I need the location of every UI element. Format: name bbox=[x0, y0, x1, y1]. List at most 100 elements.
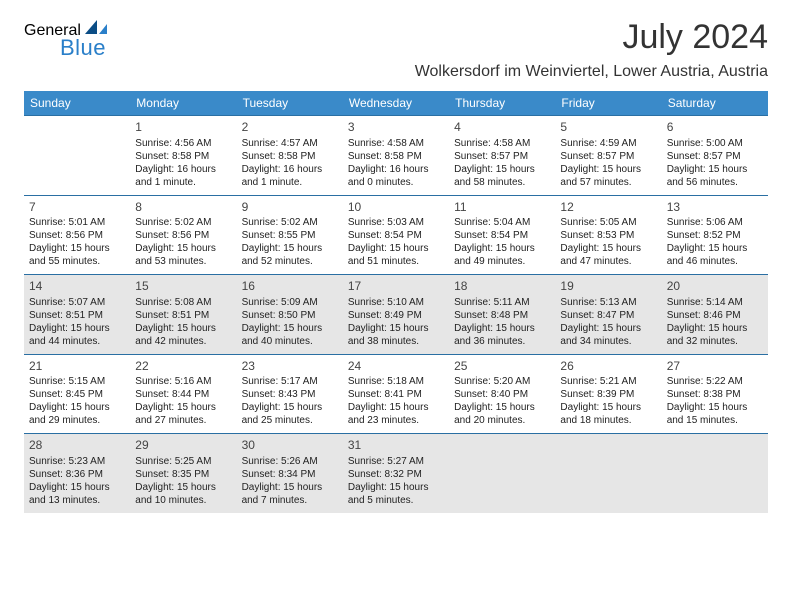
sunset-line: Sunset: 8:35 PM bbox=[135, 468, 231, 481]
day-number: 27 bbox=[667, 359, 763, 375]
day-header-cell: Friday bbox=[555, 91, 661, 115]
day-number: 6 bbox=[667, 120, 763, 136]
calendar-day-cell: 17Sunrise: 5:10 AMSunset: 8:49 PMDayligh… bbox=[343, 275, 449, 354]
calendar-day-cell: 26Sunrise: 5:21 AMSunset: 8:39 PMDayligh… bbox=[555, 355, 661, 434]
sunset-line: Sunset: 8:44 PM bbox=[135, 388, 231, 401]
daylight-line: Daylight: 15 hours and 13 minutes. bbox=[29, 481, 125, 507]
sunrise-line: Sunrise: 4:56 AM bbox=[135, 137, 231, 150]
calendar-day-cell: 10Sunrise: 5:03 AMSunset: 8:54 PMDayligh… bbox=[343, 196, 449, 275]
sunrise-line: Sunrise: 4:57 AM bbox=[242, 137, 338, 150]
calendar-week-row: 7Sunrise: 5:01 AMSunset: 8:56 PMDaylight… bbox=[24, 195, 768, 275]
daylight-line: Daylight: 15 hours and 58 minutes. bbox=[454, 163, 550, 189]
sunset-line: Sunset: 8:55 PM bbox=[242, 229, 338, 242]
day-header-cell: Monday bbox=[130, 91, 236, 115]
day-header-cell: Saturday bbox=[662, 91, 768, 115]
day-number: 17 bbox=[348, 279, 444, 295]
day-number: 8 bbox=[135, 200, 231, 216]
day-header-cell: Sunday bbox=[24, 91, 130, 115]
calendar-day-cell: 9Sunrise: 5:02 AMSunset: 8:55 PMDaylight… bbox=[237, 196, 343, 275]
calendar-day-cell: 1Sunrise: 4:56 AMSunset: 8:58 PMDaylight… bbox=[130, 116, 236, 195]
calendar-day-cell: 19Sunrise: 5:13 AMSunset: 8:47 PMDayligh… bbox=[555, 275, 661, 354]
sunrise-line: Sunrise: 5:21 AM bbox=[560, 375, 656, 388]
sunset-line: Sunset: 8:54 PM bbox=[348, 229, 444, 242]
day-number: 23 bbox=[242, 359, 338, 375]
sunrise-line: Sunrise: 4:58 AM bbox=[348, 137, 444, 150]
calendar-day-cell: 23Sunrise: 5:17 AMSunset: 8:43 PMDayligh… bbox=[237, 355, 343, 434]
sunrise-line: Sunrise: 5:11 AM bbox=[454, 296, 550, 309]
day-number: 1 bbox=[135, 120, 231, 136]
calendar-day-cell: 4Sunrise: 4:58 AMSunset: 8:57 PMDaylight… bbox=[449, 116, 555, 195]
sunset-line: Sunset: 8:39 PM bbox=[560, 388, 656, 401]
sunset-line: Sunset: 8:38 PM bbox=[667, 388, 763, 401]
daylight-line: Daylight: 15 hours and 27 minutes. bbox=[135, 401, 231, 427]
day-header-cell: Thursday bbox=[449, 91, 555, 115]
sunset-line: Sunset: 8:57 PM bbox=[667, 150, 763, 163]
sunrise-line: Sunrise: 5:10 AM bbox=[348, 296, 444, 309]
sunrise-line: Sunrise: 5:13 AM bbox=[560, 296, 656, 309]
day-header-cell: Tuesday bbox=[237, 91, 343, 115]
daylight-line: Daylight: 15 hours and 10 minutes. bbox=[135, 481, 231, 507]
calendar-day-cell: 25Sunrise: 5:20 AMSunset: 8:40 PMDayligh… bbox=[449, 355, 555, 434]
day-number: 13 bbox=[667, 200, 763, 216]
sunset-line: Sunset: 8:56 PM bbox=[135, 229, 231, 242]
sunrise-line: Sunrise: 5:22 AM bbox=[667, 375, 763, 388]
sunrise-line: Sunrise: 5:18 AM bbox=[348, 375, 444, 388]
calendar-day-cell: 8Sunrise: 5:02 AMSunset: 8:56 PMDaylight… bbox=[130, 196, 236, 275]
logo-text-blue: Blue bbox=[60, 35, 106, 60]
calendar-day-cell: 24Sunrise: 5:18 AMSunset: 8:41 PMDayligh… bbox=[343, 355, 449, 434]
calendar-day-cell bbox=[662, 434, 768, 513]
day-number: 25 bbox=[454, 359, 550, 375]
sunrise-line: Sunrise: 5:20 AM bbox=[454, 375, 550, 388]
sunrise-line: Sunrise: 5:09 AM bbox=[242, 296, 338, 309]
daylight-line: Daylight: 15 hours and 57 minutes. bbox=[560, 163, 656, 189]
calendar-day-cell: 3Sunrise: 4:58 AMSunset: 8:58 PMDaylight… bbox=[343, 116, 449, 195]
calendar-week-row: 1Sunrise: 4:56 AM Sunset: 8:58 PM Daylight… bbox=[24, 115, 768, 195]
sunrise-line: Sunrise: 5:14 AM bbox=[667, 296, 763, 309]
daylight-line: Daylight: 16 hours and 0 minutes. bbox=[348, 163, 444, 189]
calendar-day-cell: 31Sunrise: 5:27 AMSunset: 8:32 PMDayligh… bbox=[343, 434, 449, 513]
sunset-line: Sunset: 8:58 PM bbox=[242, 150, 338, 163]
sunset-line: Sunset: 8:36 PM bbox=[29, 468, 125, 481]
daylight-line: Daylight: 15 hours and 36 minutes. bbox=[454, 322, 550, 348]
daylight-line: Daylight: 15 hours and 40 minutes. bbox=[242, 322, 338, 348]
calendar-day-cell: 6Sunrise: 5:00 AMSunset: 8:57 PMDaylight… bbox=[662, 116, 768, 195]
sunrise-line: Sunrise: 5:05 AM bbox=[560, 216, 656, 229]
day-number: 29 bbox=[135, 438, 231, 454]
sunset-line: Sunset: 8:51 PM bbox=[135, 309, 231, 322]
sunrise-line: Sunrise: 5:08 AM bbox=[135, 296, 231, 309]
daylight-line: Daylight: 15 hours and 47 minutes. bbox=[560, 242, 656, 268]
sunset-line: Sunset: 8:57 PM bbox=[560, 150, 656, 163]
sunset-line: Sunset: 8:56 PM bbox=[29, 229, 125, 242]
sunrise-line: Sunrise: 5:27 AM bbox=[348, 455, 444, 468]
day-number: 16 bbox=[242, 279, 338, 295]
calendar-day-cell: 7Sunrise: 5:01 AMSunset: 8:56 PMDaylight… bbox=[24, 196, 130, 275]
calendar-day-cell bbox=[24, 116, 130, 195]
calendar-day-cell: 21Sunrise: 5:15 AMSunset: 8:45 PMDayligh… bbox=[24, 355, 130, 434]
sunrise-line: Sunrise: 5:26 AM bbox=[242, 455, 338, 468]
day-number: 15 bbox=[135, 279, 231, 295]
daylight-line: Daylight: 15 hours and 42 minutes. bbox=[135, 322, 231, 348]
calendar-day-cell: 22Sunrise: 5:16 AMSunset: 8:44 PMDayligh… bbox=[130, 355, 236, 434]
daylight-line: Daylight: 15 hours and 29 minutes. bbox=[29, 401, 125, 427]
daylight-line: Daylight: 15 hours and 25 minutes. bbox=[242, 401, 338, 427]
sunset-line: Sunset: 8:54 PM bbox=[454, 229, 550, 242]
daylight-line: Daylight: 15 hours and 38 minutes. bbox=[348, 322, 444, 348]
sunset-line: Sunset: 8:57 PM bbox=[454, 150, 550, 163]
daylight-line: Daylight: 15 hours and 44 minutes. bbox=[29, 322, 125, 348]
calendar-day-cell: 14Sunrise: 5:07 AMSunset: 8:51 PMDayligh… bbox=[24, 275, 130, 354]
calendar-week-row: 28Sunrise: 5:23 AMSunset: 8:36 PMDayligh… bbox=[24, 433, 768, 513]
day-number: 2 bbox=[242, 120, 338, 136]
sunrise-line: Sunrise: 5:17 AM bbox=[242, 375, 338, 388]
calendar-day-cell: 13Sunrise: 5:06 AMSunset: 8:52 PMDayligh… bbox=[662, 196, 768, 275]
calendar-day-cell: 18Sunrise: 5:11 AMSunset: 8:48 PMDayligh… bbox=[449, 275, 555, 354]
daylight-line: Daylight: 16 hours and 1 minute. bbox=[135, 163, 231, 189]
calendar-day-cell: 30Sunrise: 5:26 AMSunset: 8:34 PMDayligh… bbox=[237, 434, 343, 513]
sunset-line: Sunset: 8:47 PM bbox=[560, 309, 656, 322]
calendar-day-cell: 28Sunrise: 5:23 AMSunset: 8:36 PMDayligh… bbox=[24, 434, 130, 513]
sunrise-line: Sunrise: 5:06 AM bbox=[667, 216, 763, 229]
sunrise-line: Sunrise: 5:04 AM bbox=[454, 216, 550, 229]
calendar-day-cell: 11Sunrise: 5:04 AMSunset: 8:54 PMDayligh… bbox=[449, 196, 555, 275]
day-number: 19 bbox=[560, 279, 656, 295]
sunset-line: Sunset: 8:51 PM bbox=[29, 309, 125, 322]
daylight-line: Daylight: 15 hours and 52 minutes. bbox=[242, 242, 338, 268]
